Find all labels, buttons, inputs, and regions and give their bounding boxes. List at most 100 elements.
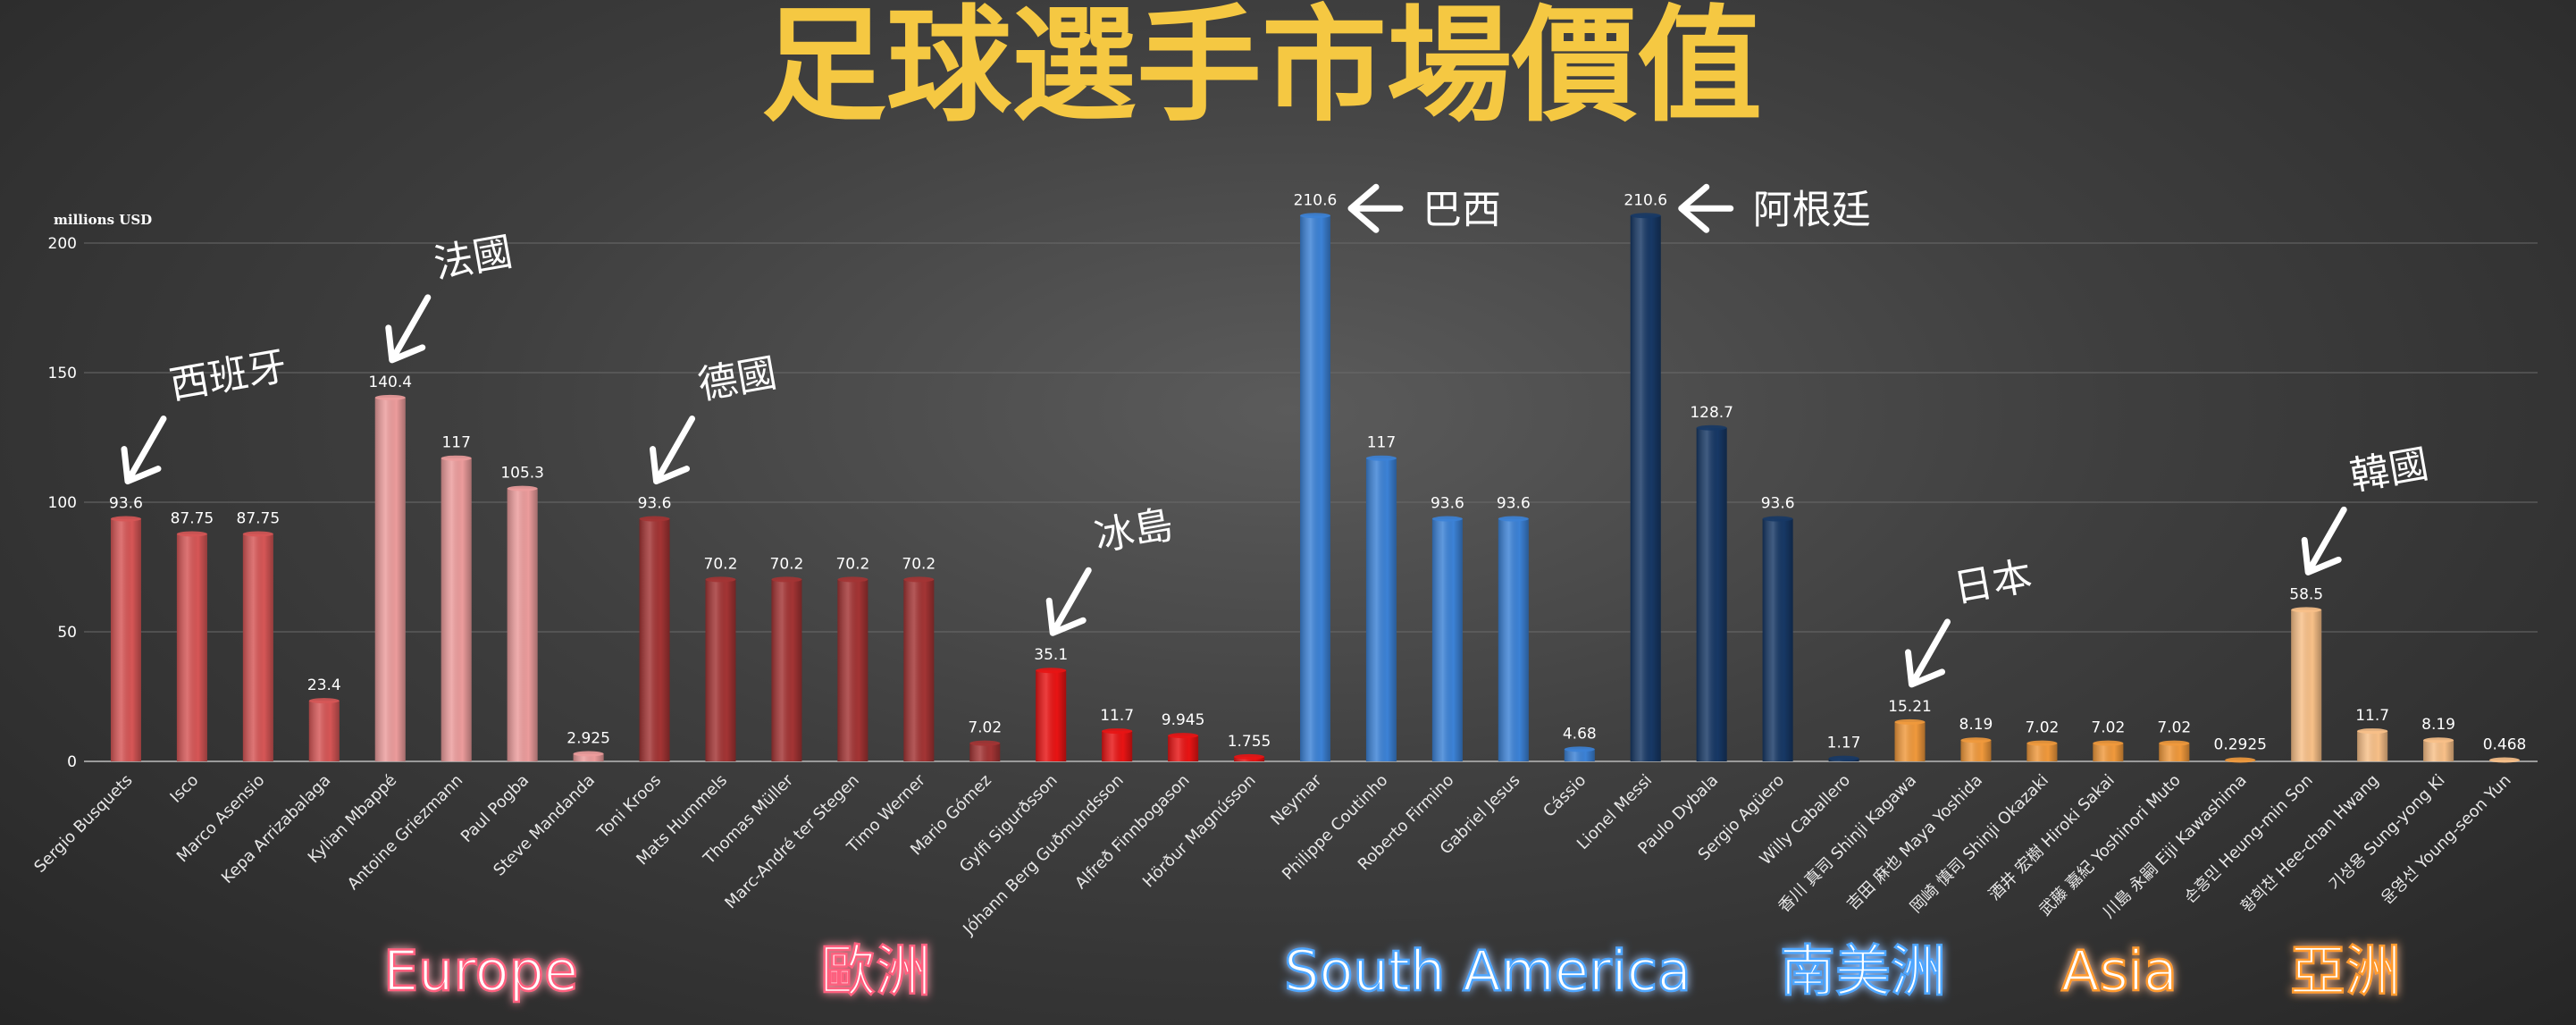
x-tick-label: 기성용 Sung-yong Ki [2326,771,2449,895]
data-label: 7.02 [2091,719,2125,737]
data-label: 7.02 [2157,719,2191,737]
data-label: 11.7 [1100,707,1134,725]
country-annotation: 西班牙 [121,343,290,485]
data-label: 117 [1367,434,1396,452]
bar-cap [903,576,935,583]
bar-group [1036,668,1067,761]
bar-shading [1102,731,1133,761]
bar-shading [771,579,802,761]
bar-cap [2489,757,2521,763]
bar-group [441,455,472,761]
bar-group [2489,757,2521,763]
bar-cap [441,455,472,461]
bar-shading [1762,518,1793,761]
country-annotation: 巴西 [1347,183,1501,233]
bar-cap [2026,740,2058,746]
bar-group [1234,753,1265,761]
bar-shading [2291,609,2322,761]
y-tick-label: 50 [57,624,77,642]
data-label: 87.75 [237,510,281,528]
bar-shading [573,753,604,761]
data-label: 70.2 [902,555,936,573]
x-tick-label: 香川 真司 Shinji Kagawa [1775,771,1920,917]
country-annotation: 日本 [1905,553,2035,688]
region-label: South America [1284,938,1691,1004]
bar-cap [1828,755,1859,761]
bar-cap [2159,740,2190,746]
data-label: 0.2925 [2214,736,2267,754]
region-label: 歐洲 [820,938,931,1004]
bar-cap [771,576,802,583]
bar-group [2093,740,2124,761]
bar-group [308,698,340,761]
arrow-left-icon [1347,183,1404,233]
data-label: 1.755 [1228,733,1271,751]
x-tick-label: 吉田 麻也 Maya Yoshida [1843,771,1986,914]
bar-cap [1564,746,1595,752]
x-tick-label: 岡崎 慎司 Shinji Okazaki [1907,771,2052,917]
bar-shading [705,579,736,761]
bar-cap [2357,728,2388,735]
bar-group [771,576,802,761]
bar-group [1630,213,1661,761]
country-annotation: 德國 [650,350,780,485]
bar-cap [2225,757,2256,763]
bar-group [1498,516,1529,761]
bar-cap [1762,516,1793,522]
bar-shading [1431,518,1463,761]
bar-cap [2291,607,2322,613]
bar-group [1431,516,1463,761]
data-label: 210.6 [1294,191,1338,209]
bar-shading [441,458,472,761]
bar-group [2357,728,2388,761]
bar-group [176,531,207,761]
country-label: 西班牙 [166,343,290,408]
bar-shading [374,397,406,761]
bar-cap [242,531,273,537]
data-label: 1.17 [1827,735,1861,752]
data-label: 8.19 [2421,716,2455,734]
bar-shading [1300,215,1330,761]
bars-layer [110,213,2521,763]
bar-shading [2357,731,2388,761]
bar-group [903,576,935,761]
arrow-down-icon [1905,618,1951,688]
x-tick-label: 酒井 宏樹 Hiroki Sakai [1985,771,2119,904]
data-label: 117 [441,434,470,452]
data-label: 7.02 [968,719,1002,737]
y-tick-label: 0 [67,753,77,771]
bar-shading [176,534,207,761]
bar-cap [1234,753,1265,760]
data-label: 0.468 [2483,736,2527,754]
bar-group [507,485,538,761]
region-layer: Europe 歐洲 South America 南美洲 Asia 亞洲 [382,937,2403,1005]
bar-group [374,394,406,761]
bar-group [2291,607,2322,761]
bar-group [639,516,670,761]
bar-cap [308,698,340,704]
country-annotation: 韓國 [2301,441,2432,576]
bar-group [705,576,736,761]
bar-shading [507,488,538,761]
country-annotation: 阿根廷 [1678,183,1871,233]
data-label: 128.7 [1690,404,1733,422]
bar-cap [1365,455,1397,461]
bar-cap [705,576,736,583]
grid-layer: 0 50 100 150 200 [48,235,2538,771]
arrow-down-icon [121,416,167,485]
bar-cap [1894,718,1926,725]
data-label: 23.4 [307,676,341,694]
bar-cap [176,531,207,537]
bar-shading [2026,743,2058,761]
data-label: 4.68 [1563,725,1597,743]
data-label: 70.2 [704,555,738,573]
x-tick-label: Alfreð Finnbogason [1071,771,1193,893]
data-label: 87.75 [171,510,214,528]
bar-cap [1630,213,1661,219]
bar-shading [2423,740,2454,761]
x-tick-label: Cássio [1540,771,1590,821]
country-label: 法國 [431,229,516,288]
